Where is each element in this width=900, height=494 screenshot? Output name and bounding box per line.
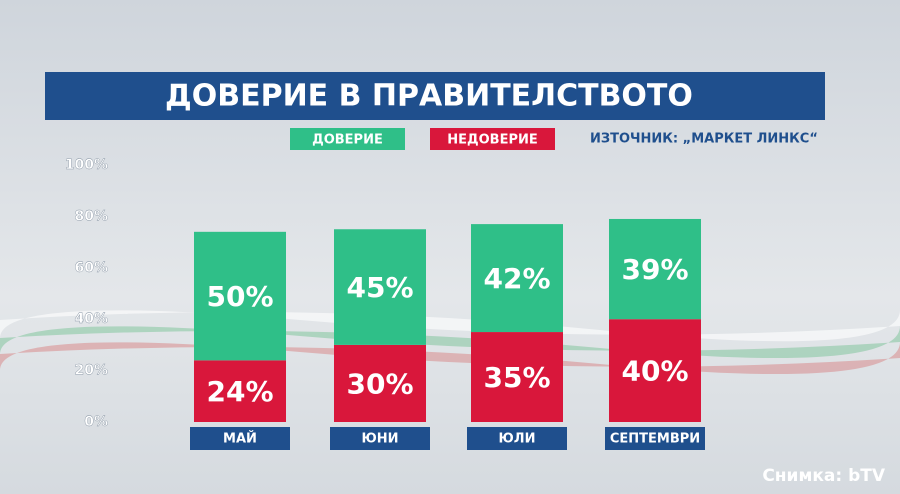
bar-segment bbox=[194, 360, 286, 422]
bar-segment bbox=[609, 218, 701, 320]
y-tick-label: 100% bbox=[65, 157, 108, 173]
category-box bbox=[190, 427, 290, 450]
title-banner bbox=[45, 72, 825, 120]
value-label: 39% bbox=[621, 253, 688, 286]
y-tick-label: 60% bbox=[74, 260, 108, 276]
swoosh-green bbox=[0, 326, 900, 359]
x-tick-label: ЮНИ bbox=[361, 432, 398, 447]
value-label: 50% bbox=[206, 280, 273, 313]
x-tick-label: МАЙ bbox=[223, 431, 257, 447]
bar-segment bbox=[471, 224, 563, 333]
x-tick-label: ЮЛИ bbox=[499, 432, 536, 447]
value-label: 40% bbox=[621, 355, 688, 388]
bar-segment bbox=[334, 344, 426, 422]
source: ИЗТОЧНИК: „МАРКЕТ ЛИНКС“ bbox=[590, 132, 818, 147]
bar-segment bbox=[609, 319, 701, 422]
swoosh-white bbox=[0, 310, 900, 342]
value-label: 45% bbox=[346, 271, 413, 304]
bar-segment bbox=[334, 229, 426, 345]
y-tick-label: 0% bbox=[84, 414, 108, 430]
legend-label: НЕДОВЕРИЕ bbox=[447, 133, 537, 148]
y-tick-label: 40% bbox=[74, 311, 108, 327]
legend-label: ДОВЕРИЕ bbox=[312, 133, 383, 148]
credit: Снимка: bTV bbox=[762, 466, 886, 486]
bar-segment bbox=[194, 231, 286, 361]
y-tick-label: 80% bbox=[74, 208, 108, 224]
category-box bbox=[605, 427, 705, 450]
bar-segment bbox=[471, 332, 563, 422]
value-label: 35% bbox=[483, 361, 550, 394]
value-label: 30% bbox=[346, 367, 413, 400]
value-label: 24% bbox=[206, 375, 273, 408]
category-box bbox=[330, 427, 430, 450]
y-tick-label: 20% bbox=[74, 363, 108, 379]
x-tick-label: СЕПТЕМВРИ bbox=[610, 432, 700, 447]
legend-swatch bbox=[430, 128, 555, 150]
chart-title: ДОВЕРИЕ В ПРАВИТЕЛСТВОТО bbox=[165, 79, 693, 114]
value-label: 42% bbox=[483, 262, 550, 295]
category-box bbox=[467, 427, 567, 450]
legend-swatch bbox=[290, 128, 405, 150]
swoosh-red bbox=[0, 342, 900, 375]
